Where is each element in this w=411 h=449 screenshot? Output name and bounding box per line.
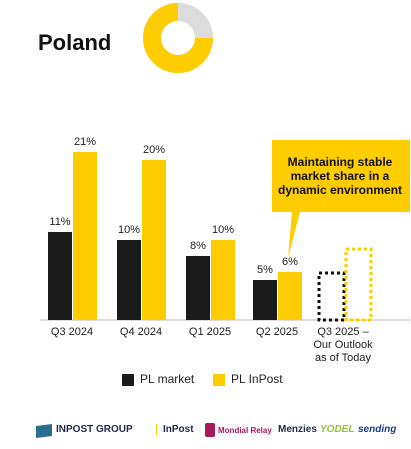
logo: sending — [358, 424, 397, 435]
logo: YODEL — [320, 424, 355, 435]
legend-label: PL market — [140, 372, 195, 386]
outlook-bar — [344, 247, 373, 322]
chart-title: Poland — [38, 30, 111, 55]
value-label: 10% — [212, 224, 234, 236]
value-label: 20% — [143, 144, 165, 156]
outlook-bar — [317, 271, 346, 322]
bar — [117, 240, 141, 320]
value-label: 11% — [49, 216, 70, 228]
x-tick-label: Q3 2024 — [50, 326, 94, 338]
logo-icon — [36, 424, 52, 438]
logo: InPost — [156, 424, 194, 435]
bar — [48, 232, 72, 320]
legend-swatch — [213, 374, 225, 386]
legend-swatch — [122, 374, 134, 386]
logo: INPOST GROUP — [56, 424, 133, 435]
value-label: 6% — [282, 256, 298, 268]
legend-label: PL InPost — [231, 372, 283, 386]
bar — [73, 152, 97, 320]
bar — [186, 256, 210, 320]
annotation-box — [272, 140, 410, 258]
bar — [142, 160, 166, 320]
donut-arc — [143, 3, 213, 73]
x-tick-label: Q4 2024 — [119, 326, 163, 338]
x-tick-label: Q3 2025 – Our Outlook as of Today — [313, 326, 373, 364]
bar — [278, 272, 302, 320]
value-label: 8% — [190, 240, 206, 252]
value-label: 10% — [118, 224, 140, 236]
x-tick-label: Q2 2025 — [255, 326, 299, 338]
value-label: 21% — [74, 136, 96, 148]
bar — [211, 240, 235, 320]
bar — [253, 280, 277, 320]
logo: Menzies — [278, 424, 317, 435]
value-label: 5% — [257, 264, 273, 276]
x-tick-label: Q1 2025 — [188, 326, 232, 338]
annotation: Maintaining stable market share in a dyn… — [277, 155, 403, 197]
logo-icon — [205, 423, 215, 437]
logo: Mondial Relay — [218, 426, 272, 435]
